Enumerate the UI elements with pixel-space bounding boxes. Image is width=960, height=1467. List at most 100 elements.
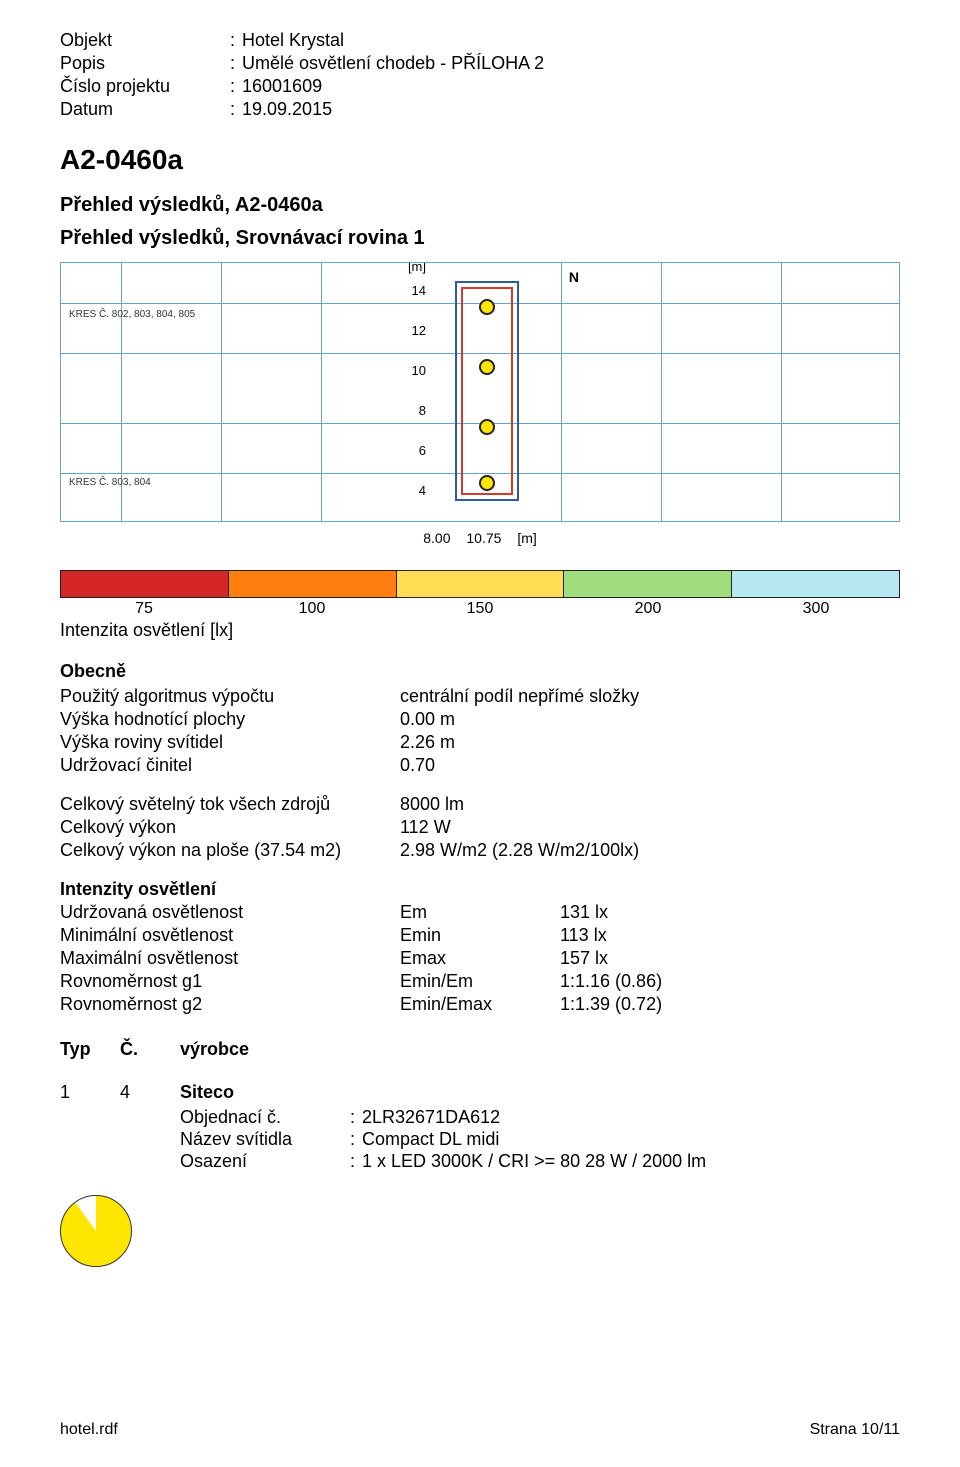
colon: : [230,99,242,120]
kv-key: Rovnoměrnost g1 [60,971,400,992]
vendor-name: Siteco [180,1082,900,1103]
kv-key: Udržovaná osvětlenost [60,902,400,923]
sub-value: 1 x LED 3000K / CRI >= 80 28 W / 2000 lm [362,1151,706,1172]
measurement-inner [461,287,513,495]
header-value: Umělé osvětlení chodeb - PŘÍLOHA 2 [242,53,544,74]
kv-key: Maximální osvětlenost [60,948,400,969]
plan-label: KRES Č. 803, 804 [69,477,151,488]
floorplan: N KRES Č. 802, 803, 804, 805 KRES Č. 803… [60,262,900,522]
kv-mid: Em [400,902,560,923]
x-axis-unit: [m] [517,530,536,546]
color-segment [61,571,229,597]
kv-key: Celkový světelný tok všech zdrojů [60,794,400,815]
header-value: 16001609 [242,76,322,97]
kv-value: 157 lx [560,948,820,969]
sub-key: Osazení [180,1151,350,1172]
y-tick: 14 [412,283,426,298]
header-value: Hotel Krystal [242,30,344,51]
header-value: 19.09.2015 [242,99,332,120]
color-segment [229,571,397,597]
doc-header: Objekt : Hotel Krystal Popis : Umělé osv… [60,30,900,120]
colorbar-tick: 100 [228,600,396,618]
color-segment [732,571,899,597]
section-general-title: Obecně [60,661,900,682]
y-tick: 6 [419,443,426,458]
sub-key: Název svítidla [180,1129,350,1150]
kv-mid: Emax [400,948,560,969]
kv-value: 8000 lm [400,794,660,815]
y-axis-unit: [m] [408,262,426,274]
sub-key: Objednací č. [180,1107,350,1128]
kv-key: Výška roviny svítidel [60,732,400,753]
lamp-icon [479,299,495,315]
kv-value: 1:1.16 (0.86) [560,971,820,992]
y-tick: 10 [412,363,426,378]
kv-key: Výška hodnotící plochy [60,709,400,730]
kv-key: Celkový výkon na ploše (37.54 m2) [60,840,400,861]
kv-value: centrální podíl nepřímé složky [400,686,660,707]
header-row: Číslo projektu : 16001609 [60,76,900,97]
measurement-region [455,281,519,501]
kv-mid: Emin/Em [400,971,560,992]
header-key: Číslo projektu [60,76,230,97]
type-header: Typ Č. výrobce [60,1039,900,1060]
plan-label: KRES Č. 802, 803, 804, 805 [69,309,195,320]
doc-id: A2-0460a [60,144,900,176]
kv-key: Rovnoměrnost g2 [60,994,400,1015]
type-details: Siteco Objednací č.:2LR32671DA612 Název … [180,1082,900,1173]
section-intensity: Udržovaná osvětlenostEm131 lx Minimální … [60,902,900,1015]
kv-key: Použitý algoritmus výpočtu [60,686,400,707]
kv-value: 2.26 m [400,732,660,753]
kv-value: 1:1.39 (0.72) [560,994,820,1015]
header-key: Datum [60,99,230,120]
type-num: 1 [60,1082,120,1103]
color-segment [397,571,565,597]
footer-right: Strana 10/11 [810,1421,900,1439]
colon: : [230,76,242,97]
kv-value: 112 W [400,817,660,838]
kv-value: 131 lx [560,902,820,923]
section-general: Použitý algoritmus výpočtucentrální podí… [60,686,900,776]
header-row: Datum : 19.09.2015 [60,99,900,120]
section-title-1: Přehled výsledků, A2-0460a [60,194,900,217]
sub-value: 2LR32671DA612 [362,1107,500,1128]
header-key: Objekt [60,30,230,51]
lamp-icon [479,475,495,491]
type-row: 1 4 Siteco Objednací č.:2LR32671DA612 Ná… [60,1082,900,1173]
x-tick: 10.75 [466,530,501,546]
colorbar-label: Intenzita osvětlení [lx] [60,620,900,641]
north-indicator: N [569,269,579,285]
colorbar [60,570,900,598]
y-tick: 8 [419,403,426,418]
kv-key: Minimální osvětlenost [60,925,400,946]
section-intensity-title: Intenzity osvětlení [60,879,900,900]
col-typ: Typ [60,1039,120,1060]
col-vyrobce: výrobce [180,1039,249,1060]
lamp-icon [479,419,495,435]
x-tick: 8.00 [423,530,450,546]
x-axis: 8.00 10.75 [m] [60,530,900,546]
kv-value: 113 lx [560,925,820,946]
colorbar-tick: 300 [732,600,900,618]
y-tick: 12 [412,323,426,338]
kv-mid: Emin [400,925,560,946]
colorbar-tick: 150 [396,600,564,618]
colon: : [230,53,242,74]
kv-mid: Emin/Emax [400,994,560,1015]
type-count: 4 [120,1082,180,1103]
kv-value: 0.00 m [400,709,660,730]
color-segment [564,571,732,597]
col-cislo: Č. [120,1039,180,1060]
kv-key: Celkový výkon [60,817,400,838]
colorbar-tick: 200 [564,600,732,618]
colorbar-ticks: 75 100 150 200 300 [60,600,900,618]
usage-pie [60,1195,132,1267]
section-title-2: Přehled výsledků, Srovnávací rovina 1 [60,227,900,250]
header-row: Popis : Umělé osvětlení chodeb - PŘÍLOHA… [60,53,900,74]
header-key: Popis [60,53,230,74]
kv-value: 0.70 [400,755,660,776]
kv-key: Udržovací činitel [60,755,400,776]
footer-left: hotel.rdf [60,1421,118,1439]
footer: hotel.rdf Strana 10/11 [60,1421,900,1439]
y-tick: 4 [419,483,426,498]
